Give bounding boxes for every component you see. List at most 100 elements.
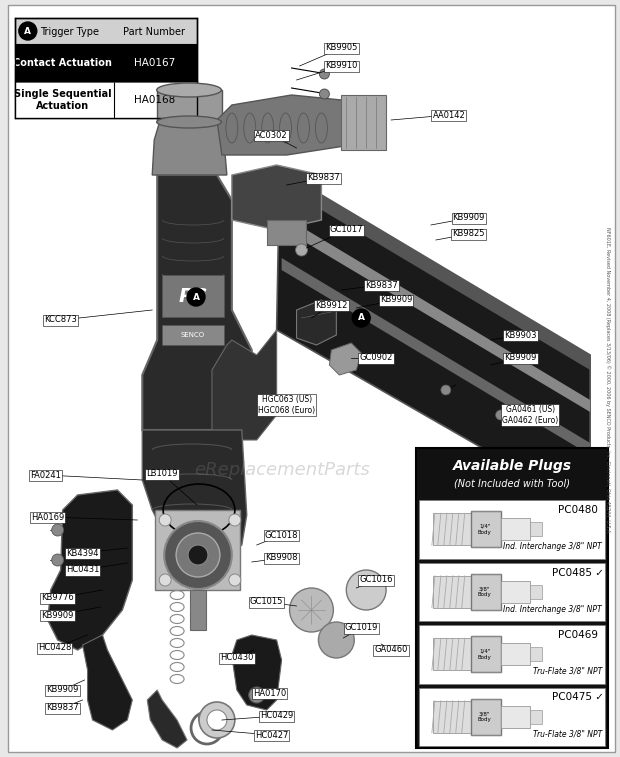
Text: HGC063 (US)
HGC068 (Euro): HGC063 (US) HGC068 (Euro) (258, 395, 315, 415)
Circle shape (441, 385, 451, 395)
Circle shape (164, 521, 232, 589)
Text: 3/8"
Body: 3/8" Body (478, 712, 492, 722)
Bar (419, 625, 605, 684)
Circle shape (51, 554, 64, 566)
Bar (471, 699, 500, 735)
Text: GA0460: GA0460 (374, 646, 408, 655)
Text: GA0461 (US)
GA0462 (Euro): GA0461 (US) GA0462 (Euro) (502, 405, 559, 425)
Bar (157, 90, 222, 122)
Text: Part Number: Part Number (123, 27, 185, 37)
Polygon shape (277, 170, 590, 510)
Bar (471, 574, 500, 609)
Bar (500, 706, 531, 727)
Bar (162, 325, 224, 345)
Bar (416, 448, 608, 748)
Bar (531, 584, 542, 599)
Circle shape (188, 545, 208, 565)
Bar (15, 44, 197, 82)
Text: KB9912: KB9912 (315, 301, 348, 310)
Text: PC0469: PC0469 (558, 630, 598, 640)
Text: KCC873: KCC873 (44, 316, 77, 325)
Text: NF601E, Revised November 4, 2008 (Replaces 3/13/06) © 2000, 2006 by SENCO Produc: NF601E, Revised November 4, 2008 (Replac… (605, 226, 611, 534)
Circle shape (229, 514, 241, 526)
Text: GC1019: GC1019 (345, 624, 378, 633)
Text: SENCO: SENCO (181, 332, 205, 338)
Text: 1/4"
Body: 1/4" Body (478, 649, 492, 659)
Bar (433, 513, 471, 545)
Bar (531, 522, 542, 536)
Polygon shape (296, 300, 337, 345)
Text: Tru-Flate 3/8" NPT: Tru-Flate 3/8" NPT (533, 730, 602, 739)
Text: Single Sequential
Actuation: Single Sequential Actuation (14, 89, 112, 111)
Bar (531, 710, 542, 724)
Circle shape (19, 22, 37, 40)
Text: KB9910: KB9910 (325, 61, 358, 70)
Circle shape (495, 410, 505, 420)
Text: Ind. Interchange 3/8" NPT: Ind. Interchange 3/8" NPT (503, 605, 602, 613)
Polygon shape (142, 175, 252, 430)
Text: Contact Actuation: Contact Actuation (13, 58, 112, 68)
Bar (15, 82, 197, 118)
Polygon shape (82, 635, 132, 730)
Polygon shape (329, 343, 361, 375)
Circle shape (249, 687, 265, 703)
Text: FA0241: FA0241 (30, 471, 61, 479)
Bar (433, 701, 471, 733)
Text: eReplacementParts: eReplacementParts (193, 461, 370, 479)
Text: KB9905: KB9905 (325, 43, 358, 52)
Circle shape (290, 588, 334, 632)
Circle shape (159, 514, 171, 526)
Bar (162, 275, 224, 317)
Circle shape (51, 524, 64, 536)
Text: KB9909: KB9909 (380, 295, 412, 304)
Bar (500, 581, 531, 603)
Bar (531, 647, 542, 662)
Text: KB9908: KB9908 (265, 553, 298, 562)
Circle shape (319, 89, 329, 99)
Circle shape (229, 574, 241, 586)
Text: KB9837: KB9837 (307, 173, 340, 182)
Text: HA0170: HA0170 (253, 689, 286, 697)
Polygon shape (281, 215, 590, 412)
Text: GC1017: GC1017 (330, 226, 363, 235)
Text: Available Plugs: Available Plugs (453, 459, 572, 473)
Circle shape (347, 570, 386, 610)
Circle shape (207, 710, 227, 730)
Circle shape (159, 574, 171, 586)
Text: A: A (24, 26, 32, 36)
Polygon shape (281, 258, 590, 455)
Text: AC0302: AC0302 (255, 130, 288, 139)
Text: HC0430: HC0430 (220, 653, 254, 662)
Bar (419, 500, 605, 559)
Text: AA0142: AA0142 (432, 111, 465, 120)
Bar (190, 590, 206, 630)
Circle shape (352, 309, 370, 327)
Bar (419, 687, 605, 746)
Bar (433, 576, 471, 608)
Text: KB9903: KB9903 (504, 331, 537, 339)
Text: PC: PC (179, 286, 207, 306)
Polygon shape (153, 120, 227, 175)
Text: 1/4"
Body: 1/4" Body (478, 524, 492, 534)
Polygon shape (148, 690, 187, 748)
Polygon shape (48, 490, 132, 650)
Bar (15, 18, 197, 118)
Circle shape (319, 622, 354, 658)
Text: A: A (358, 313, 365, 322)
Text: HA0168: HA0168 (133, 95, 175, 105)
Polygon shape (212, 330, 277, 440)
Text: KB9776: KB9776 (42, 593, 74, 603)
Circle shape (187, 288, 205, 306)
Ellipse shape (157, 116, 221, 128)
Text: PC0480: PC0480 (558, 505, 598, 515)
Circle shape (319, 69, 329, 79)
Text: KB4394: KB4394 (66, 549, 99, 557)
Text: HA0169: HA0169 (31, 512, 64, 522)
Polygon shape (280, 170, 590, 370)
Polygon shape (217, 95, 356, 155)
Text: HC0427: HC0427 (255, 731, 288, 740)
Text: GC1015: GC1015 (250, 597, 283, 606)
Text: Ind. Interchange 3/8" NPT: Ind. Interchange 3/8" NPT (503, 542, 602, 551)
Text: PC0485 ✓: PC0485 ✓ (552, 568, 604, 578)
Bar (500, 643, 531, 665)
